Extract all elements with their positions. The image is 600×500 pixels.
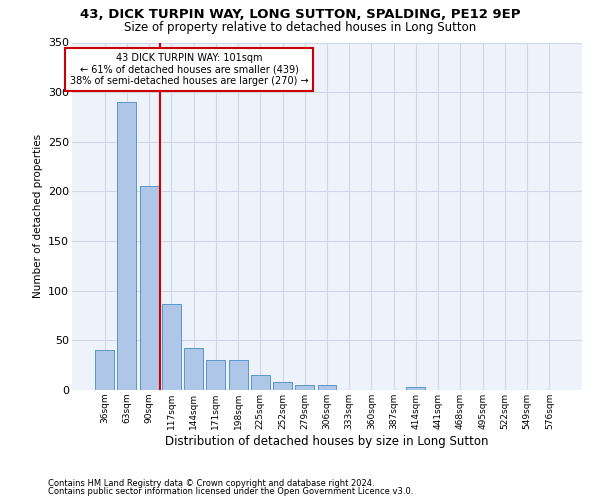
- Bar: [251, 375, 270, 390]
- Bar: [140, 186, 158, 390]
- Text: 43 DICK TURPIN WAY: 101sqm
← 61% of detached houses are smaller (439)
38% of sem: 43 DICK TURPIN WAY: 101sqm ← 61% of deta…: [70, 53, 308, 86]
- Text: Size of property relative to detached houses in Long Sutton: Size of property relative to detached ho…: [124, 21, 476, 34]
- Bar: [162, 304, 181, 390]
- Bar: [406, 387, 425, 390]
- Bar: [95, 350, 114, 390]
- Bar: [184, 348, 203, 390]
- Y-axis label: Number of detached properties: Number of detached properties: [32, 134, 43, 298]
- Bar: [229, 360, 248, 390]
- Text: Contains HM Land Registry data © Crown copyright and database right 2024.: Contains HM Land Registry data © Crown c…: [48, 478, 374, 488]
- Bar: [273, 382, 292, 390]
- X-axis label: Distribution of detached houses by size in Long Sutton: Distribution of detached houses by size …: [165, 434, 489, 448]
- Bar: [295, 385, 314, 390]
- Text: 43, DICK TURPIN WAY, LONG SUTTON, SPALDING, PE12 9EP: 43, DICK TURPIN WAY, LONG SUTTON, SPALDI…: [80, 8, 520, 20]
- Bar: [118, 102, 136, 390]
- Bar: [317, 385, 337, 390]
- Bar: [206, 360, 225, 390]
- Text: Contains public sector information licensed under the Open Government Licence v3: Contains public sector information licen…: [48, 487, 413, 496]
